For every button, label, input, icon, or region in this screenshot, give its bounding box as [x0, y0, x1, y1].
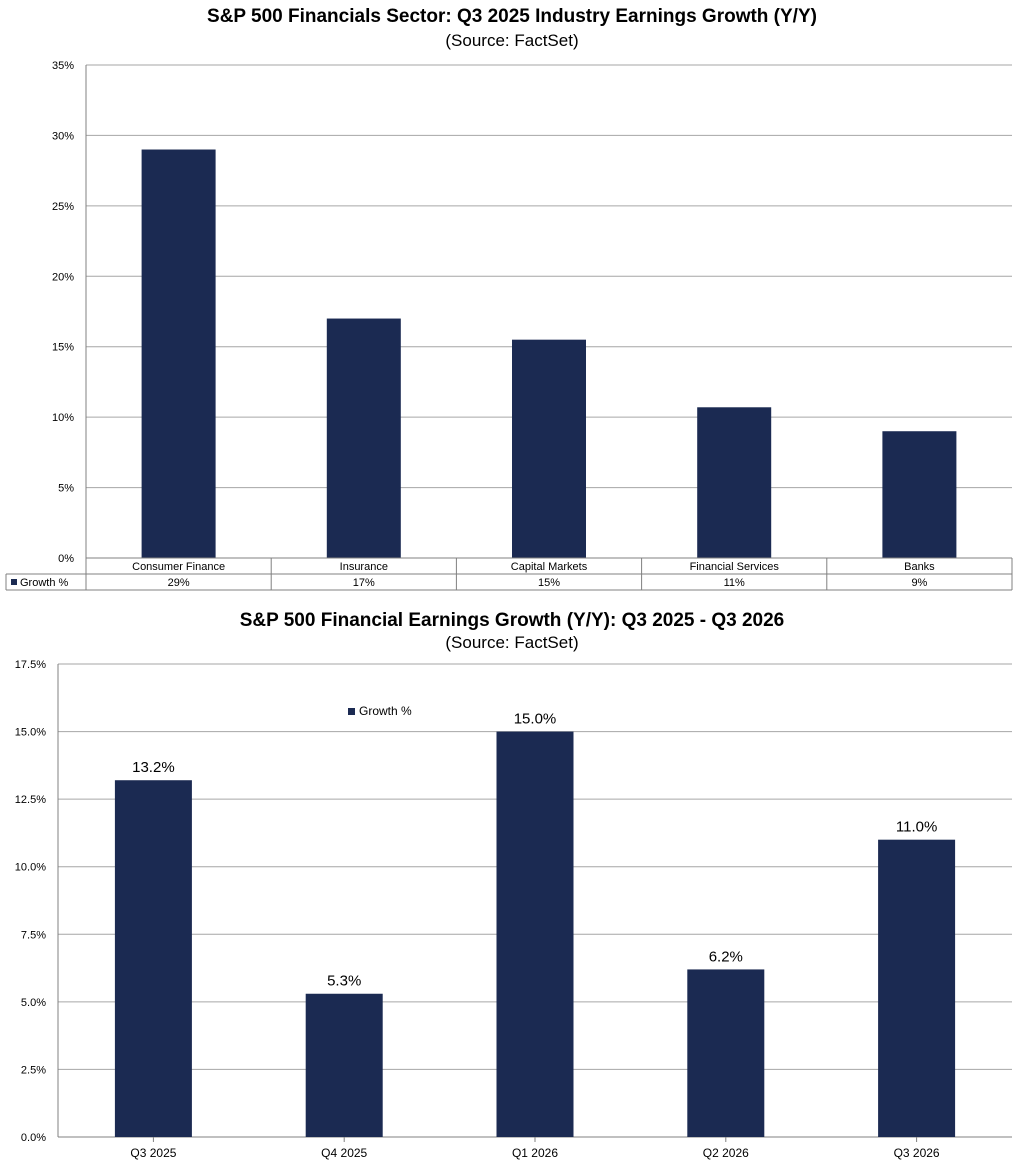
- y-tick-label: 10.0%: [15, 862, 46, 874]
- chart-title: S&P 500 Financial Earnings Growth (Y/Y):…: [239, 610, 785, 631]
- x-category-label: Q2 2026: [703, 1146, 749, 1160]
- y-tick-label: 25%: [52, 201, 74, 213]
- table-value: 17%: [353, 577, 375, 589]
- table-value: 15%: [538, 577, 560, 589]
- y-tick-label: 30%: [52, 130, 74, 142]
- y-tick-label: 7.5%: [21, 929, 46, 941]
- data-label: 11.0%: [896, 819, 937, 836]
- y-tick-label: 2.5%: [21, 1064, 46, 1076]
- bar: [141, 149, 216, 558]
- y-tick-label: 5.0%: [21, 997, 46, 1009]
- bar: [114, 780, 192, 1137]
- bar: [305, 993, 383, 1137]
- x-category-label: Financial Services: [690, 561, 780, 573]
- bar: [882, 431, 957, 558]
- y-tick-label: 10%: [52, 412, 74, 424]
- y-tick-label: 17.5%: [15, 659, 46, 671]
- y-tick-label: 5%: [58, 483, 74, 495]
- x-category-label: Consumer Finance: [132, 561, 225, 573]
- y-tick-label: 15.0%: [15, 727, 46, 739]
- bar: [512, 339, 586, 558]
- table-value: 29%: [168, 577, 190, 589]
- bar: [697, 407, 772, 558]
- bar: [496, 731, 574, 1137]
- data-label: 5.3%: [327, 973, 361, 990]
- x-category-label: Q1 2026: [512, 1146, 558, 1160]
- industry-growth-plot: 0% 5% 10% 15% 20% 25% 30% 35% Consumer Finance 29…: [5, 60, 1013, 591]
- legend-label: Growth %: [20, 577, 69, 589]
- x-category-label: Banks: [904, 561, 935, 573]
- legend-swatch: [11, 579, 17, 585]
- bar: [326, 318, 401, 558]
- y-tick-label: 12.5%: [15, 794, 46, 806]
- table-value: 9%: [911, 577, 927, 589]
- bar: [878, 839, 956, 1137]
- legend-label: Growth %: [359, 704, 412, 718]
- chart-subtitle: (Source: FactSet): [445, 633, 579, 652]
- table-value: 11%: [724, 577, 745, 589]
- x-category-label: Q4 2025: [321, 1146, 367, 1160]
- x-category-label: Insurance: [340, 561, 388, 573]
- y-tick-label: 15%: [52, 342, 74, 354]
- quarterly-growth-plot: 0.0% 2.5% 5.0% 7.5% 10.0% 12.5% 15.0% 17.5% 13.2…: [15, 659, 1012, 1160]
- legend-swatch: [348, 708, 355, 715]
- x-category-label: Capital Markets: [511, 561, 588, 573]
- x-category-label: Q3 2025: [130, 1146, 176, 1160]
- y-tick-label: 0%: [58, 553, 74, 565]
- chart-title: S&P 500 Financials Sector: Q3 2025 Indus…: [207, 6, 817, 27]
- y-tick-label: 0.0%: [21, 1132, 46, 1144]
- quarterly-growth-chart: S&P 500 Financial Earnings Growth (Y/Y):…: [0, 604, 1024, 1170]
- data-label: 15.0%: [514, 711, 557, 728]
- industry-growth-chart: S&P 500 Financials Sector: Q3 2025 Indus…: [5, 6, 1013, 591]
- data-label: 13.2%: [132, 759, 175, 776]
- y-tick-label: 20%: [52, 271, 74, 283]
- data-label: 6.2%: [709, 948, 743, 965]
- bar: [687, 969, 765, 1137]
- x-category-label: Q3 2026: [894, 1146, 940, 1160]
- chart-subtitle: (Source: FactSet): [445, 31, 579, 50]
- y-tick-label: 35%: [52, 60, 74, 72]
